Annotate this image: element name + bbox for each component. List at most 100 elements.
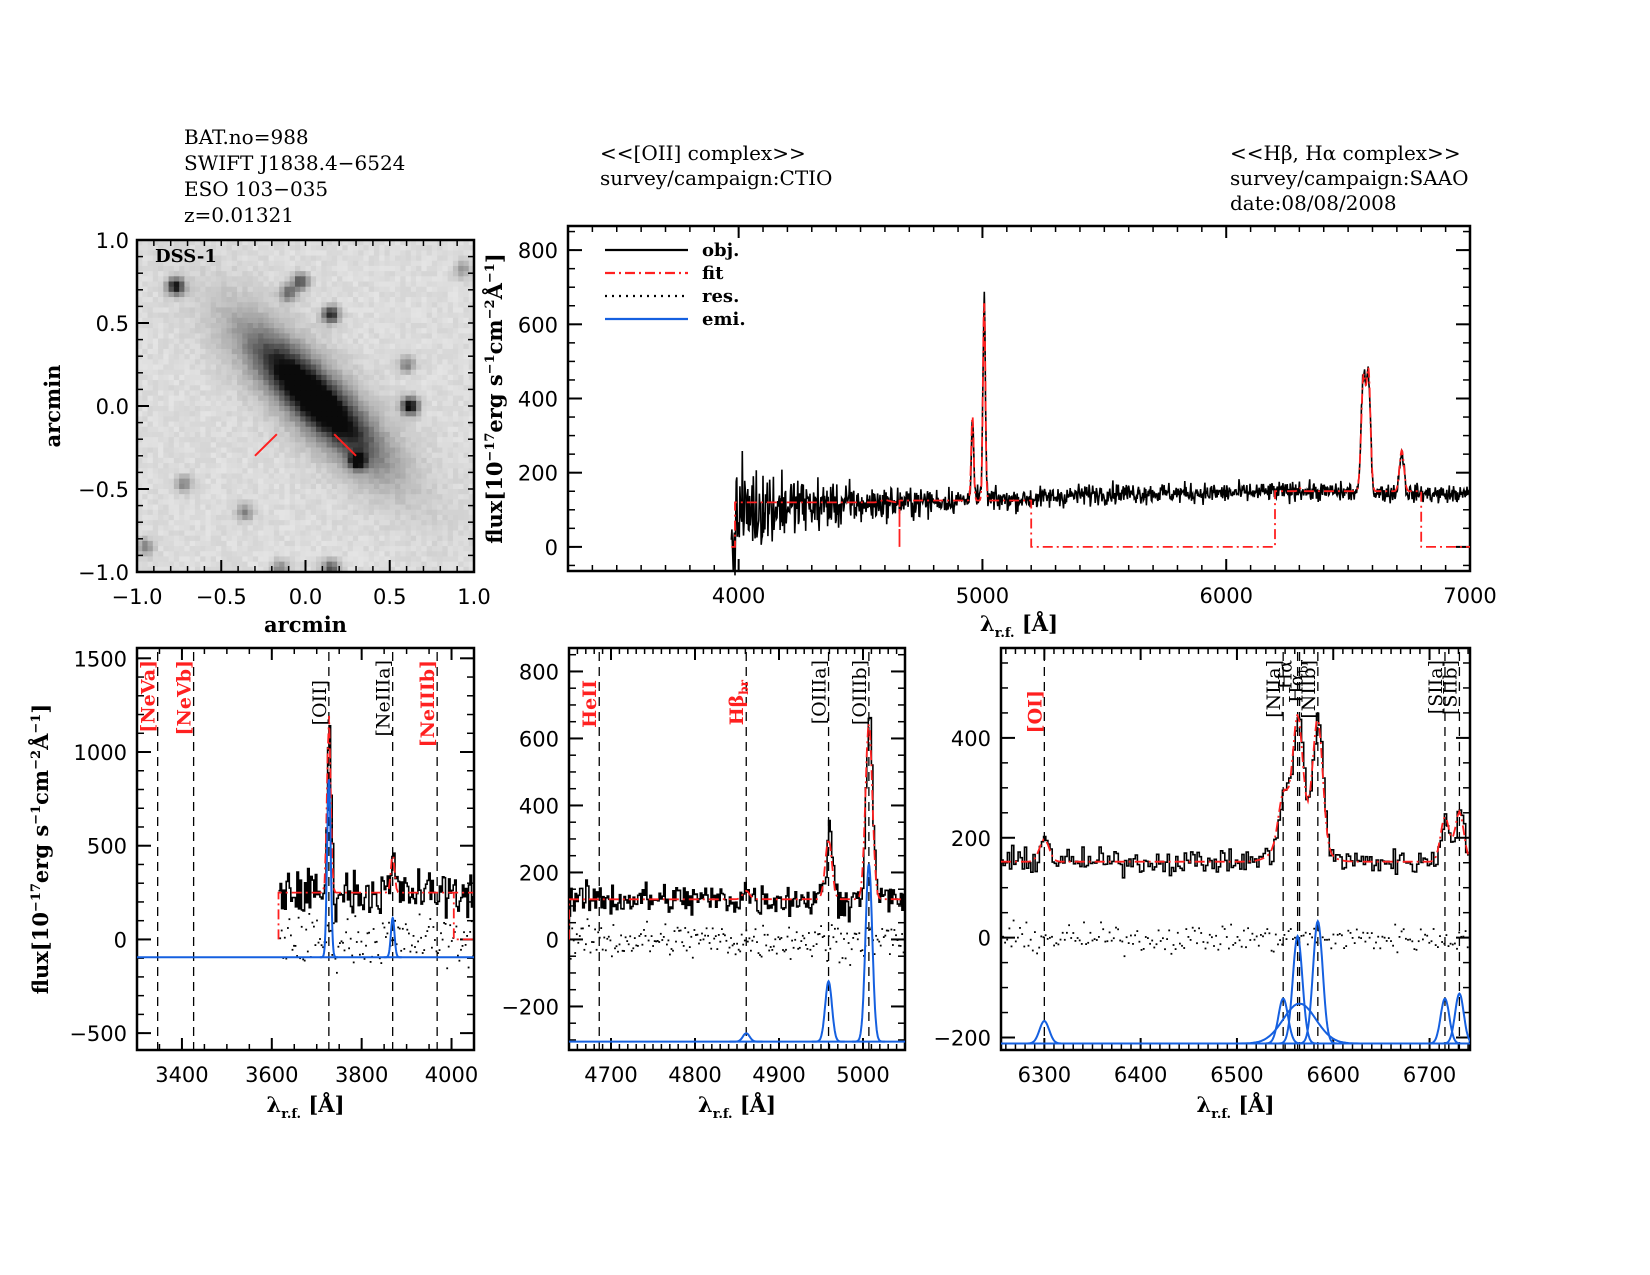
image-pixel (142, 452, 149, 459)
residual-point (728, 946, 731, 949)
residual-point (673, 930, 676, 932)
image-pixel (337, 489, 343, 495)
image-pixel (179, 385, 185, 392)
image-pixel (463, 348, 470, 355)
image-pixel (158, 250, 164, 257)
image-pixel (205, 514, 212, 521)
image-pixel (316, 312, 322, 319)
image-pixel (289, 468, 296, 475)
image-pixel (405, 369, 412, 376)
image-pixel (395, 509, 401, 516)
image-pixel (442, 556, 449, 563)
image-pixel (395, 260, 401, 267)
image-pixel (437, 317, 444, 324)
image-pixel (294, 525, 301, 532)
image-pixel (226, 260, 233, 267)
image-pixel (410, 395, 417, 402)
image-pixel (458, 291, 465, 298)
image-pixel (442, 457, 449, 464)
image-pixel (310, 473, 317, 480)
image-pixel (147, 442, 154, 449)
residual-point (876, 938, 879, 941)
residual-point (846, 932, 848, 935)
image-pixel (421, 374, 428, 381)
image-pixel (152, 406, 159, 412)
image-pixel (215, 271, 222, 277)
image-pixel (463, 494, 470, 500)
image-pixel (147, 312, 154, 319)
image-pixel (310, 525, 317, 532)
image-pixel (289, 483, 296, 490)
image-pixel (463, 291, 470, 298)
image-pixel (373, 369, 380, 376)
residual-point (753, 935, 755, 938)
image-pixel (363, 369, 370, 376)
image-pixel (379, 328, 386, 334)
image-pixel (137, 406, 143, 412)
image-pixel (389, 250, 396, 257)
image-pixel (468, 514, 475, 521)
image-pixel (237, 530, 243, 537)
image-pixel (416, 551, 422, 558)
image-pixel (447, 385, 454, 392)
image-pixel (447, 499, 454, 506)
image-pixel (400, 395, 407, 402)
image-pixel (416, 240, 422, 246)
image-pixel (331, 566, 338, 573)
image-pixel (215, 302, 222, 309)
image-pixel (410, 535, 417, 542)
image-pixel (200, 333, 207, 340)
image-pixel (400, 307, 407, 314)
image-pixel (215, 390, 222, 397)
residual-point (325, 941, 328, 944)
image-pixel (226, 406, 233, 412)
y-tick-label: 400 (519, 794, 559, 818)
image-pixel (347, 514, 354, 521)
image-pixel (300, 291, 307, 298)
image-pixel (163, 286, 170, 293)
image-pixel (205, 400, 212, 407)
image-pixel (142, 504, 149, 511)
image-pixel (273, 426, 280, 433)
residual-point (652, 945, 654, 947)
image-pixel (200, 281, 207, 288)
image-pixel (252, 395, 259, 402)
image-pixel (189, 406, 196, 412)
image-pixel (316, 374, 322, 381)
image-pixel (410, 380, 417, 386)
image-pixel (447, 255, 454, 262)
image-pixel (147, 463, 154, 469)
image-pixel (268, 323, 275, 329)
image-pixel (179, 504, 185, 511)
image-pixel (421, 525, 428, 532)
image-pixel (173, 478, 180, 485)
residual-point (824, 949, 827, 952)
image-pixel (400, 369, 407, 376)
image-pixel (321, 245, 328, 251)
image-pixel (426, 400, 433, 407)
image-pixel (284, 271, 291, 277)
image-pixel (226, 250, 233, 257)
image-pixel (152, 328, 159, 334)
image-pixel (194, 323, 201, 329)
image-pixel (352, 250, 359, 257)
image-pixel (389, 494, 396, 500)
image-pixel (452, 463, 459, 469)
image-pixel (258, 385, 264, 392)
image-pixel (205, 426, 212, 433)
image-pixel (231, 317, 238, 324)
image-pixel (452, 245, 459, 251)
image-pixel (189, 354, 196, 360)
image-pixel (389, 468, 396, 475)
image-pixel (252, 556, 259, 563)
image-pixel (337, 468, 343, 475)
image-pixel (458, 276, 465, 283)
image-pixel (400, 514, 407, 521)
image-pixel (252, 561, 259, 568)
image-pixel (158, 499, 164, 506)
image-pixel (226, 535, 233, 542)
image-pixel (363, 499, 370, 506)
image-pixel (247, 312, 254, 319)
image-pixel (179, 245, 185, 251)
residual-point (427, 926, 430, 928)
